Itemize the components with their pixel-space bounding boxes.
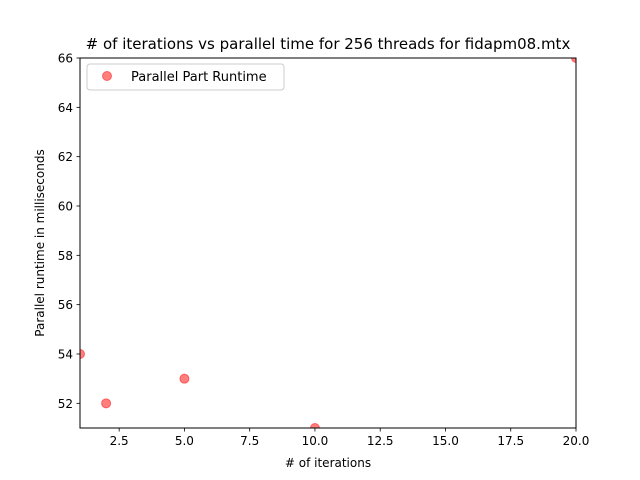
data-point <box>101 398 112 409</box>
x-tick-label: 17.5 <box>497 434 524 448</box>
x-axis-label: # of iterations <box>285 456 371 470</box>
data-point <box>179 373 190 384</box>
x-tick-label: 7.5 <box>240 434 259 448</box>
data-point <box>571 58 576 63</box>
x-tick-label: 12.5 <box>367 434 394 448</box>
chart-title: # of iterations vs parallel time for 256… <box>86 35 571 53</box>
y-tick-label: 56 <box>58 298 73 312</box>
x-tick-label: 15.0 <box>432 434 459 448</box>
y-axis-label: Parallel runtime in milliseconds <box>33 149 47 336</box>
y-tick-label: 60 <box>58 200 73 214</box>
x-tick-label: 2.5 <box>110 434 129 448</box>
y-tick-label: 58 <box>58 249 73 263</box>
legend-marker <box>102 71 112 81</box>
legend: Parallel Part Runtime <box>86 63 285 91</box>
legend-box <box>86 63 285 91</box>
y-tick-label: 54 <box>58 348 73 362</box>
legend-label: Parallel Part Runtime <box>131 70 267 85</box>
plot-frame <box>79 57 577 429</box>
y-tick-label: 62 <box>58 150 73 164</box>
x-tick-label: 20.0 <box>563 434 590 448</box>
y-tick-label: 52 <box>58 397 73 411</box>
x-tick-label: 10.0 <box>302 434 329 448</box>
data-point <box>80 349 85 359</box>
data-points <box>80 58 576 428</box>
x-tick-label: 5.0 <box>175 434 194 448</box>
y-tick-label: 66 <box>58 52 73 66</box>
data-point <box>309 423 320 428</box>
axis-ticks: 2.5 5.0 7.5 10.0 12.5 15.0 17.5 20.0 52 54 56 58 60 6… <box>58 52 590 449</box>
y-tick-label: 64 <box>58 101 73 115</box>
